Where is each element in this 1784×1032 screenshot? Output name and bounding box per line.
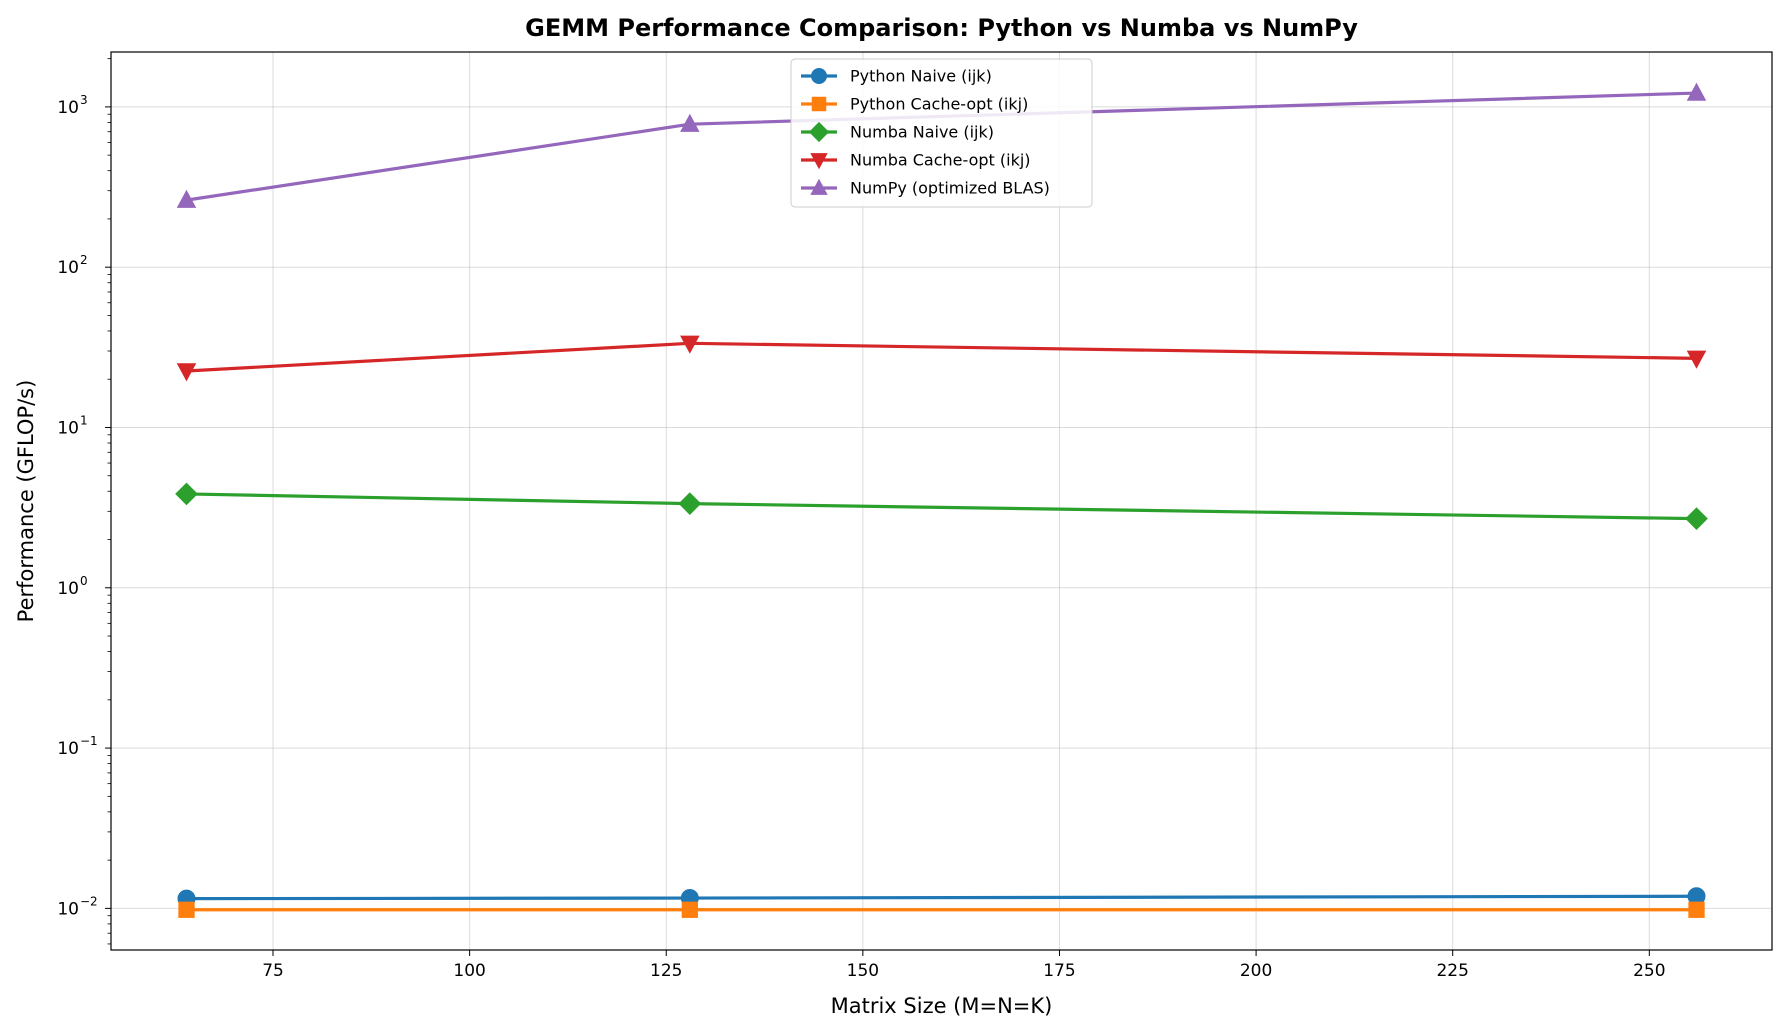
y-tick-exponent: 3 bbox=[80, 93, 88, 107]
x-tick-label: 100 bbox=[453, 961, 485, 981]
legend: Python Naive (ijk) Python Cache-opt (ikj)… bbox=[790, 58, 1093, 208]
legend-label: NumPy (optimized BLAS) bbox=[850, 179, 1050, 198]
legend-marker bbox=[810, 153, 828, 170]
data-point bbox=[176, 189, 197, 208]
legend-box bbox=[790, 58, 1093, 208]
data-point bbox=[678, 492, 702, 515]
data-point bbox=[681, 901, 698, 918]
y-tick-exponent: 1 bbox=[80, 413, 88, 427]
data-point bbox=[178, 901, 195, 918]
x-axis-title: Matrix Size (M=N=K) bbox=[831, 994, 1053, 1018]
y-tick-exponent: −1 bbox=[80, 734, 98, 748]
legend-label: Numba Cache-opt (ikj) bbox=[850, 151, 1031, 170]
x-tick-label: 175 bbox=[1043, 961, 1075, 981]
chart-title: GEMM Performance Comparison: Python vs N… bbox=[525, 14, 1358, 42]
x-tick-label: 75 bbox=[262, 961, 284, 981]
data-point bbox=[175, 482, 198, 506]
legend-marker bbox=[811, 68, 827, 84]
y-tick-label: 10 bbox=[57, 98, 79, 118]
y-tick-label: 10 bbox=[57, 258, 79, 278]
legend-label: Numba Naive (ijk) bbox=[850, 123, 994, 142]
series-3 bbox=[176, 335, 1707, 382]
y-tick-label: 10 bbox=[57, 579, 79, 599]
y-tick-label: 10 bbox=[57, 899, 79, 919]
series-0 bbox=[177, 887, 1706, 908]
plot-frame bbox=[110, 51, 1773, 951]
x-tick-label: 125 bbox=[650, 961, 682, 981]
series-layer bbox=[175, 82, 1708, 918]
x-tick-label: 250 bbox=[1633, 961, 1665, 981]
data-point bbox=[176, 363, 197, 382]
legend-label: Python Cache-opt (ikj) bbox=[850, 95, 1028, 114]
x-tick-label: 200 bbox=[1240, 961, 1272, 981]
y-tick-exponent: −2 bbox=[80, 894, 98, 908]
legend-item: Python Naive (ijk) bbox=[801, 67, 992, 86]
data-point bbox=[680, 335, 700, 354]
y-tick-exponent: 0 bbox=[80, 574, 88, 588]
x-tick-label: 150 bbox=[847, 961, 879, 981]
y-axis-title: Performance (GFLOP/s) bbox=[14, 380, 38, 623]
data-point bbox=[1686, 350, 1707, 369]
data-point bbox=[680, 113, 700, 132]
series-1 bbox=[178, 901, 1705, 918]
legend-marker bbox=[811, 96, 827, 112]
y-tick-exponent: 2 bbox=[80, 253, 88, 267]
series-2 bbox=[175, 482, 1708, 530]
y-tick-label: 10 bbox=[57, 418, 79, 438]
y-tick-label: 10 bbox=[57, 739, 79, 759]
legend-marker bbox=[808, 121, 830, 143]
legend-item: Numba Naive (ijk) bbox=[801, 121, 994, 143]
legend-label: Python Naive (ijk) bbox=[850, 67, 992, 86]
legend-item: NumPy (optimized BLAS) bbox=[801, 179, 1050, 198]
data-point bbox=[1688, 901, 1705, 918]
series-4 bbox=[176, 82, 1707, 208]
data-point bbox=[1686, 82, 1707, 101]
legend-marker bbox=[810, 178, 828, 195]
legend-item: Numba Cache-opt (ikj) bbox=[801, 151, 1031, 170]
data-point bbox=[1685, 507, 1708, 530]
legend-item: Python Cache-opt (ikj) bbox=[801, 95, 1028, 114]
x-tick-label: 225 bbox=[1436, 961, 1468, 981]
